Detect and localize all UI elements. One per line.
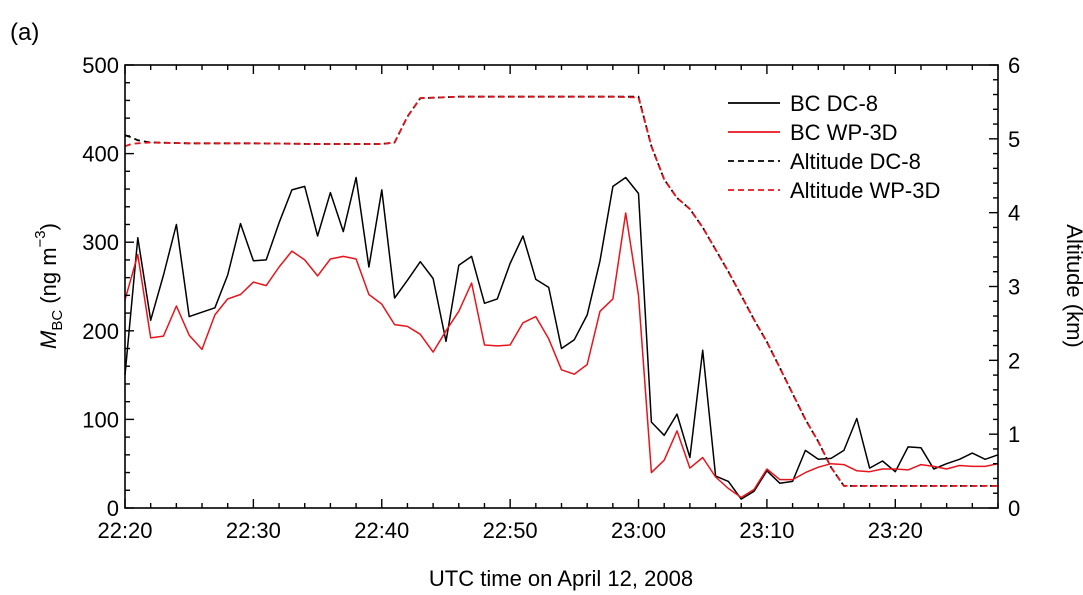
y-axis-left-label: MBC (ng m−3) (32, 223, 66, 349)
y2-tick-label: 4 (1008, 201, 1020, 226)
series-line-0 (124, 176, 999, 500)
y2-tick-label: 5 (1008, 127, 1020, 152)
y-tick-label: 500 (82, 53, 119, 78)
x-axis: 22:20 22:30 22:40 22:50 23:00 23:10 23:20 (97, 65, 999, 543)
y-tick-label: 400 (82, 142, 119, 167)
y-label-unit-close: ) (36, 223, 61, 230)
x-tick-label: 22:50 (483, 518, 538, 543)
y-label-symbol: M (36, 330, 61, 349)
legend-label: Altitude WP-3D (790, 178, 940, 203)
legend-label: BC DC-8 (790, 91, 878, 116)
x-tick-label: 23:00 (611, 518, 666, 543)
x-tick-label: 22:20 (97, 518, 152, 543)
y-axis-right-label: Altitude (km) (1062, 224, 1083, 347)
legend-label: BC WP-3D (790, 120, 898, 145)
panel-label: (a) (10, 19, 39, 46)
y-tick-label: 0 (107, 496, 119, 521)
y2-tick-label: 3 (1008, 275, 1020, 300)
series-line-1 (124, 212, 999, 499)
y-label-subscript: BC (49, 310, 66, 331)
y2-tick-label: 6 (1008, 53, 1020, 78)
y2-tick-label: 1 (1008, 422, 1020, 447)
x-tick-label: 22:30 (226, 518, 281, 543)
y-tick-label: 300 (82, 230, 119, 255)
y2-tick-label: 2 (1008, 348, 1020, 373)
y-label-exponent: −3 (32, 230, 49, 247)
x-tick-label: 23:10 (739, 518, 794, 543)
y2-tick-label: 0 (1008, 496, 1020, 521)
y-axis-right: 0 1 2 3 4 5 6 (989, 53, 1020, 521)
legend-label: Altitude DC-8 (790, 149, 921, 174)
series-line-3 (124, 95, 998, 487)
y-tick-label: 200 (82, 319, 119, 344)
x-axis-label: UTC time on April 12, 2008 (429, 566, 693, 591)
y-label-unit: (ng m (36, 247, 61, 309)
y-tick-label: 100 (82, 407, 119, 432)
x-tick-label: 22:40 (354, 518, 409, 543)
y-axis-left: 0 100 200 300 400 500 (82, 53, 134, 521)
series-layer (124, 95, 999, 500)
legend: BC DC-8 BC WP-3D Altitude DC-8 Altitude WP-… (728, 91, 940, 203)
x-tick-label: 23:20 (868, 518, 923, 543)
